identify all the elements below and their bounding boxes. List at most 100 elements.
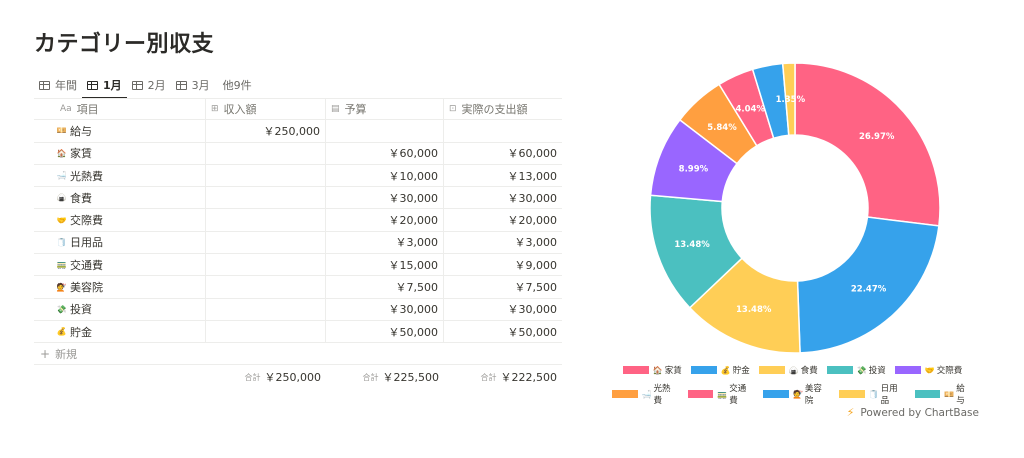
cell-name[interactable]: 🏠 家賃 <box>34 142 206 164</box>
legend-item[interactable]: 💸 投資 <box>826 364 886 376</box>
tab-march[interactable]: 3月 <box>171 72 215 98</box>
cell-budget[interactable]: ￥60,000 <box>326 142 444 164</box>
legend-item[interactable]: 🏠 家賃 <box>622 364 682 376</box>
cell-actual[interactable] <box>444 120 562 141</box>
cell-budget[interactable]: ￥50,000 <box>326 320 444 343</box>
cell-income[interactable] <box>206 320 326 343</box>
cell-name[interactable]: 🧻 日用品 <box>34 231 206 254</box>
cell-actual[interactable]: ￥30,000 <box>507 303 558 317</box>
cell-actual[interactable]: ￥50,000 <box>507 325 558 339</box>
legend-item[interactable]: 💰 貯金 <box>690 364 750 376</box>
lightning-icon: ⚡ <box>846 406 855 419</box>
header-income[interactable]: ⊞ 収入額 <box>206 99 326 120</box>
cell-actual[interactable]: ￥30,000 <box>507 191 558 205</box>
legend-label: 投資 <box>868 366 886 376</box>
cell-name[interactable]: 🤝 交際費 <box>34 209 206 231</box>
cell-budget[interactable]: ￥10,000 <box>326 164 444 187</box>
header-label: 収入額 <box>223 103 257 117</box>
cell-income[interactable] <box>206 187 326 209</box>
slice-label: 5.84% <box>707 123 737 133</box>
cell-income[interactable] <box>206 209 326 231</box>
category-name: 交通費 <box>70 258 103 272</box>
tab-february[interactable]: 2月 <box>127 72 171 98</box>
cell-budget[interactable]: ￥3,000 <box>326 231 444 254</box>
table-row[interactable]: 🚃 交通費 ￥15,000 ￥9,000 <box>34 254 562 277</box>
cell-name[interactable]: 💇 美容院 <box>34 276 206 298</box>
donut-slice[interactable] <box>794 62 941 227</box>
sum-actual[interactable]: 合計 ￥222,500 <box>444 369 562 385</box>
table-row[interactable]: 🤝 交際費 ￥20,000 ￥20,000 <box>34 209 562 232</box>
cell-income[interactable] <box>206 298 326 320</box>
new-row-button[interactable]: + 新規 <box>34 343 562 366</box>
legend-label: 食費 <box>800 366 818 376</box>
legend-label: 光熱費 <box>653 384 671 406</box>
cell-actual[interactable]: ￥13,000 <box>507 169 558 183</box>
cell-budget[interactable]: ￥20,000 <box>326 209 444 231</box>
cell-name[interactable]: 🛁 光熱費 <box>34 164 206 187</box>
legend-item[interactable]: 🧻 日用品 <box>839 382 906 406</box>
cell-name[interactable]: 🍙 食費 <box>34 187 206 209</box>
table-icon <box>131 80 143 90</box>
tab-label: 2月 <box>147 79 166 92</box>
cell-income[interactable] <box>206 276 326 298</box>
cell-actual[interactable]: ￥60,000 <box>507 147 558 161</box>
cell-income[interactable] <box>206 231 326 254</box>
table-icon <box>175 80 187 90</box>
donut-chart: 26.97% 22.47% 13.48% 13.48% 8.99% 5.84% 4.04% 1… <box>649 62 941 354</box>
table-row[interactable]: 🛁 光熱費 ￥10,000 ￥13,000 <box>34 164 562 188</box>
legend-label: 美容院 <box>804 384 822 406</box>
legend-item[interactable]: 🍙 食費 <box>758 364 818 376</box>
tab-january[interactable]: 1月 <box>82 72 127 99</box>
slice-label: 26.97% <box>859 132 895 142</box>
legend-item[interactable]: 🤝 交際費 <box>894 364 962 376</box>
cell-actual[interactable]: ￥20,000 <box>507 214 558 228</box>
cell-actual[interactable]: ￥9,000 <box>514 258 558 272</box>
cell-budget[interactable]: ￥30,000 <box>326 187 444 209</box>
legend-item[interactable]: 💇 美容院 <box>763 382 830 406</box>
table-header-row: Aa 項目 ⊞ 収入額 ▤ 予算 ⊡ 実際の支出額 <box>34 98 562 121</box>
cell-budget[interactable] <box>326 120 444 142</box>
cell-income[interactable]: ￥250,000 <box>206 120 326 142</box>
header-actual[interactable]: ⊡ 実際の支出額 <box>444 99 562 119</box>
cell-income[interactable] <box>206 254 326 276</box>
cell-name[interactable]: 💰 貯金 <box>34 320 206 343</box>
slice-label: 13.48% <box>674 240 710 250</box>
table-row[interactable]: 💴 給与 ￥250,000 <box>34 120 562 143</box>
table-row[interactable]: 💰 貯金 ￥50,000 ￥50,000 <box>34 320 562 344</box>
cell-name[interactable]: 💴 給与 <box>34 120 206 142</box>
cell-actual[interactable]: ￥3,000 <box>514 236 558 250</box>
sum-budget[interactable]: 合計 ￥225,500 <box>326 369 444 385</box>
legend-item[interactable]: 💴 給与 <box>914 382 973 406</box>
category-emoji-icon: 💰 <box>56 327 67 337</box>
powered-by-label: Powered by ChartBase <box>860 406 979 419</box>
donut-slice[interactable] <box>796 216 940 354</box>
legend-swatch <box>758 366 785 374</box>
cell-budget[interactable]: ￥30,000 <box>326 298 444 320</box>
legend-item[interactable]: 🚃 交通費 <box>687 382 755 406</box>
cell-income[interactable] <box>206 164 326 187</box>
cell-actual[interactable]: ￥7,500 <box>514 281 558 295</box>
table-row[interactable]: 💇 美容院 ￥7,500 ￥7,500 <box>34 276 562 299</box>
legend-emoji-icon: 🧻 <box>868 389 879 399</box>
cell-income[interactable] <box>206 142 326 164</box>
cell-budget[interactable]: ￥7,500 <box>326 276 444 298</box>
table-row[interactable]: 🧻 日用品 ￥3,000 ￥3,000 <box>34 231 562 255</box>
table-row[interactable]: 🏠 家賃 ￥60,000 ￥60,000 <box>34 142 562 165</box>
tab-label: 年間 <box>55 79 77 92</box>
donut-slice[interactable] <box>781 62 796 137</box>
header-name[interactable]: Aa 項目 <box>34 99 206 120</box>
powered-by[interactable]: ⚡ Powered by ChartBase <box>847 406 979 419</box>
cell-name[interactable]: 💸 投資 <box>34 298 206 320</box>
sum-income[interactable]: 合計 ￥250,000 <box>206 369 326 385</box>
more-tabs-button[interactable]: 他9件 <box>222 79 252 92</box>
cell-budget[interactable]: ￥15,000 <box>326 254 444 276</box>
tab-annual[interactable]: 年間 <box>34 72 82 98</box>
legend-label: 家賃 <box>664 366 682 376</box>
header-budget[interactable]: ▤ 予算 <box>326 99 444 120</box>
table-row[interactable]: 💸 投資 ￥30,000 ￥30,000 <box>34 298 562 321</box>
legend-item[interactable]: 🛁 光熱費 <box>611 382 679 406</box>
table-row[interactable]: 🍙 食費 ￥30,000 ￥30,000 <box>34 187 562 210</box>
legend-emoji-icon: 🛁 <box>641 389 652 399</box>
table-icon <box>87 80 98 90</box>
cell-name[interactable]: 🚃 交通費 <box>34 254 206 276</box>
